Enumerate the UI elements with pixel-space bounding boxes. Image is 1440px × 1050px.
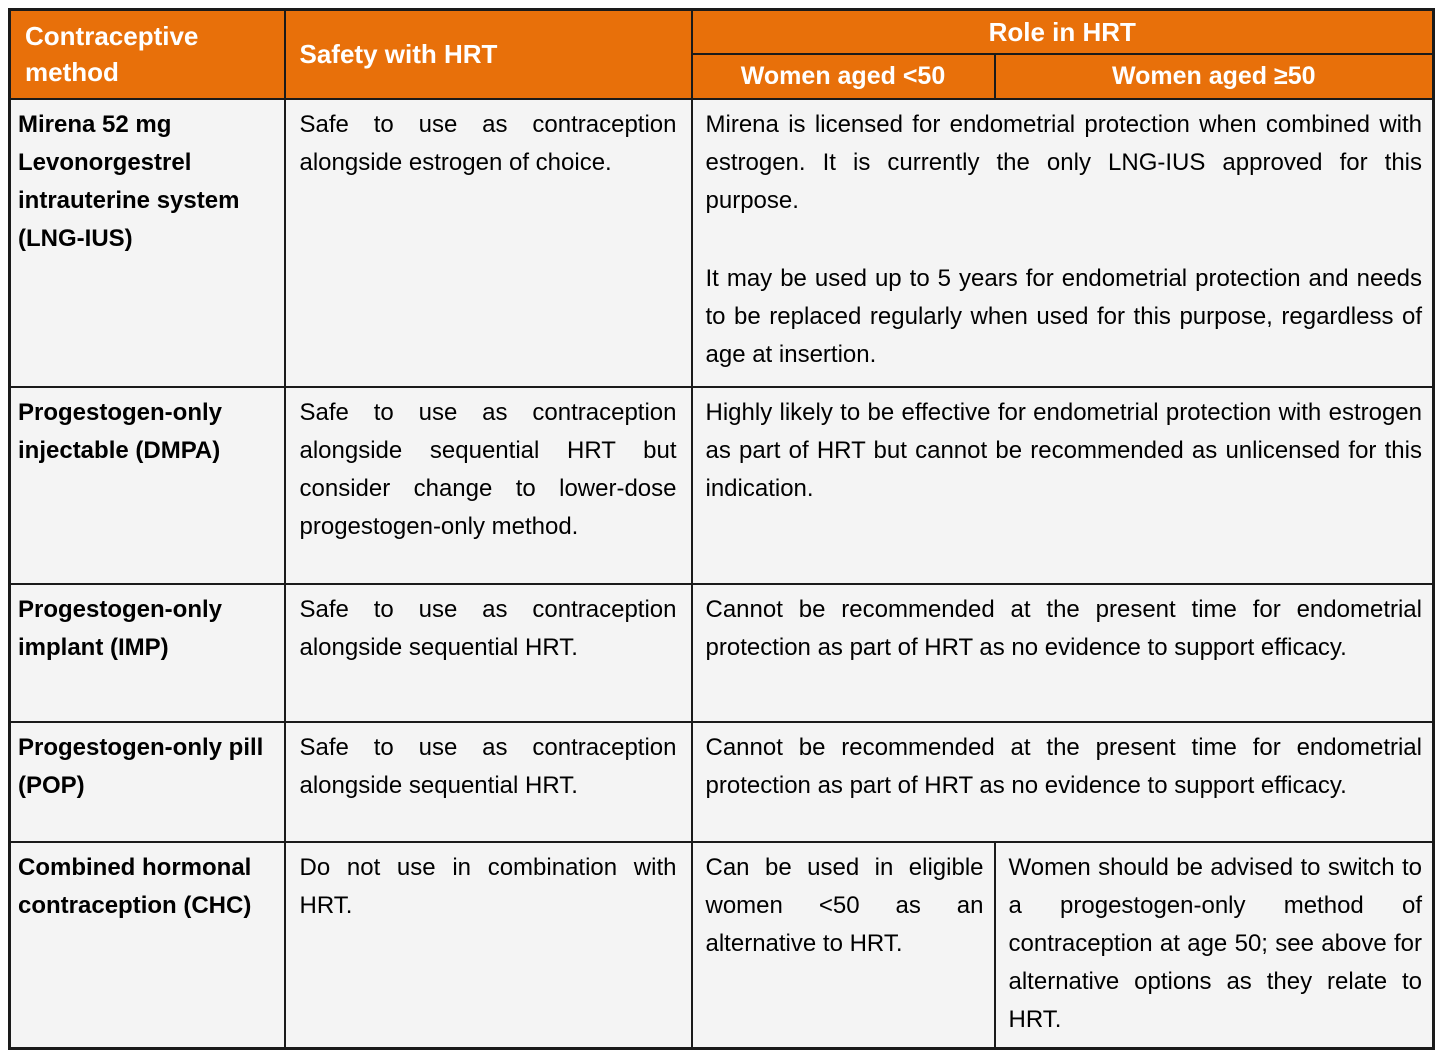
role-cell-mirena: Mirena is licensed for endometrial prote…: [690, 97, 1435, 388]
contraceptive-hrt-table: Contraceptive method Safety with HRT Rol…: [8, 8, 1435, 1050]
role-cell-imp: Cannot be recommended at the present tim…: [690, 582, 1435, 723]
role-cell-pop: Cannot be recommended at the present tim…: [690, 720, 1435, 843]
header-contraceptive-method: Contraceptive method: [8, 8, 286, 100]
table-row-mirena: Mirena 52 mg Levonorgestrel intrauterine…: [8, 97, 1435, 388]
role-cell-chc-under-50: Can be used in eligible women <50 as an …: [690, 840, 996, 1049]
role-cell-dmpa: Highly likely to be effective for endome…: [690, 385, 1435, 585]
safety-cell-chc: Do not use in combination with HRT.: [283, 840, 693, 1049]
header-row-group: Contraceptive method Safety with HRT Rol…: [8, 8, 1435, 100]
header-women-50-plus: Women aged ≥50: [993, 52, 1435, 100]
safety-cell-imp: Safe to use as contraception alongside s…: [283, 582, 693, 723]
method-cell-dmpa: Progestogen-only injectable (DMPA): [8, 385, 286, 585]
role-mirena-paragraph-2: It may be used up to 5 years for endomet…: [705, 264, 1423, 368]
table-row-dmpa: Progestogen-only injectable (DMPA) Safe …: [8, 385, 1435, 585]
table-row-pop: Progestogen-only pill (POP) Safe to use …: [8, 720, 1435, 843]
method-cell-pop: Progestogen-only pill (POP): [8, 720, 286, 843]
safety-cell-dmpa: Safe to use as contraception alongside s…: [283, 385, 693, 585]
table-row-imp: Progestogen-only implant (IMP) Safe to u…: [8, 582, 1435, 723]
header-row-sub: Women aged <50 Women aged ≥50: [10, 52, 1435, 100]
table-row-chc: Combined hormonal contraception (CHC) Do…: [8, 840, 1435, 1049]
table-header: Contraceptive method Safety with HRT Rol…: [8, 8, 1435, 100]
role-mirena-paragraph-1: Mirena is licensed for endometrial prote…: [705, 110, 1423, 214]
method-cell-imp: Progestogen-only implant (IMP): [8, 582, 286, 723]
header-role-in-hrt: Role in HRT: [690, 8, 1435, 55]
header-safety-with-hrt: Safety with HRT: [283, 8, 693, 100]
table-body: Mirena 52 mg Levonorgestrel intrauterine…: [8, 97, 1435, 1049]
method-cell-mirena: Mirena 52 mg Levonorgestrel intrauterine…: [8, 97, 286, 388]
header-women-under-50: Women aged <50: [690, 52, 996, 100]
method-cell-chc: Combined hormonal contraception (CHC): [8, 840, 286, 1049]
role-cell-chc-50-plus: Women should be advised to switch to a p…: [993, 840, 1435, 1049]
safety-cell-pop: Safe to use as contraception alongside s…: [283, 720, 693, 843]
safety-cell-mirena: Safe to use as contraception alongside e…: [283, 97, 693, 388]
